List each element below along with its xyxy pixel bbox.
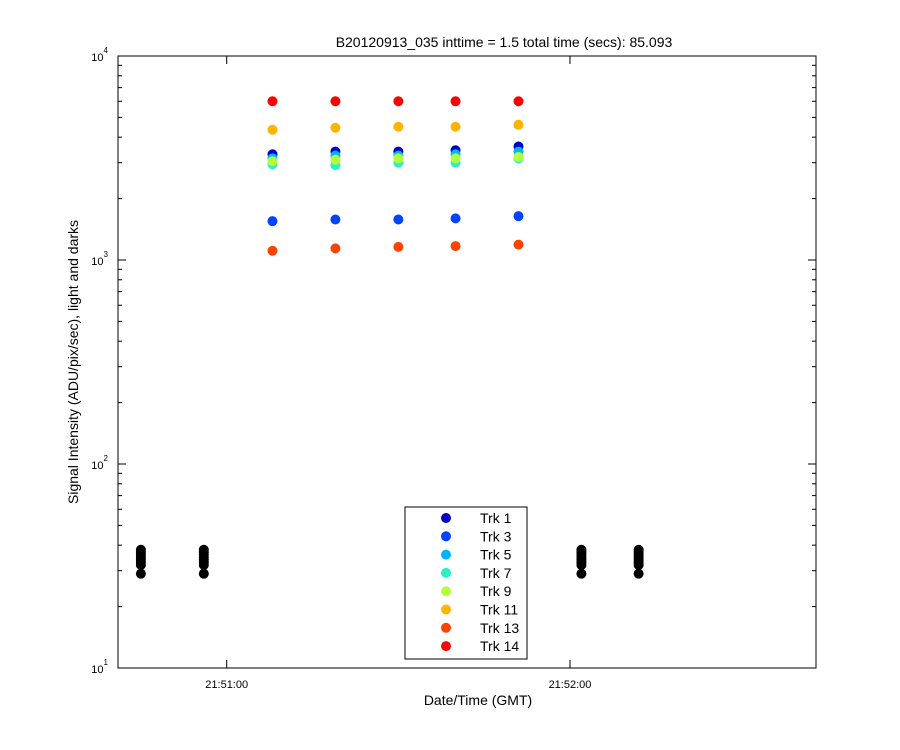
y-tick-label: 104	[91, 46, 108, 64]
legend-label: Trk 14	[480, 638, 519, 654]
x-axis-label: Date/Time (GMT)	[424, 692, 532, 708]
point-trk-11	[393, 121, 404, 132]
point-trk-14	[267, 96, 278, 107]
legend-marker	[441, 513, 451, 523]
dark-point	[135, 568, 146, 579]
dark-point	[576, 544, 587, 555]
point-trk-13	[330, 243, 341, 254]
dark-point	[576, 568, 587, 579]
y-tick-exponent: 3	[104, 250, 109, 259]
light-points-layer	[267, 96, 524, 256]
legend-marker	[441, 641, 451, 652]
legend-marker	[441, 622, 451, 633]
legend-label: Trk 5	[480, 547, 512, 563]
point-trk-11	[267, 124, 278, 135]
legend-marker	[441, 567, 451, 578]
point-trk-13	[513, 239, 524, 250]
dark-point	[198, 568, 209, 579]
y-tick-label: 103	[91, 250, 108, 268]
point-trk-3	[450, 213, 461, 224]
point-trk-11	[330, 122, 341, 133]
legend-marker	[441, 586, 451, 597]
legend-label: Trk 13	[480, 620, 519, 636]
y-tick-label: 102	[91, 454, 108, 472]
point-trk-9	[267, 156, 278, 167]
point-trk-3	[513, 211, 524, 222]
point-trk-3	[393, 214, 404, 225]
legend-label: Trk 9	[480, 583, 512, 599]
point-trk-13	[450, 241, 461, 252]
y-tick-exponent: 2	[104, 454, 109, 463]
legend-marker	[441, 549, 451, 560]
point-trk-3	[267, 216, 278, 227]
x-tick-label: 21:52:00	[549, 679, 592, 691]
point-trk-9	[393, 153, 404, 164]
chart-title: B20120913_035 inttime = 1.5 total time (…	[336, 34, 673, 50]
y-tick-base: 10	[91, 664, 103, 676]
point-trk-14	[513, 96, 524, 107]
y-tick-base: 10	[91, 52, 103, 64]
dark-point	[198, 544, 209, 555]
point-trk-9	[330, 154, 341, 165]
point-trk-11	[450, 121, 461, 132]
point-trk-11	[513, 119, 524, 130]
dark-point	[633, 568, 644, 579]
legend-marker	[441, 531, 451, 542]
y-tick-exponent: 4	[104, 46, 109, 55]
point-trk-13	[267, 245, 278, 256]
dark-point	[633, 544, 644, 555]
legend-marker	[441, 604, 451, 615]
legend: Trk 1 Trk 3 Trk 5 Trk 7 Trk 9 Trk 11 Trk 13 Trk…	[404, 506, 528, 660]
point-trk-13	[393, 241, 404, 252]
y-tick-exponent: 1	[104, 658, 109, 667]
x-tick-label: 21:51:00	[205, 679, 248, 691]
y-tick-base: 10	[91, 460, 103, 472]
legend-label: Trk 3	[480, 528, 512, 544]
y-tick-base: 10	[91, 256, 103, 268]
dark-point	[135, 544, 146, 555]
y-axis-label: Signal Intensity (ADU/pix/sec), light an…	[65, 220, 81, 504]
point-trk-9	[450, 153, 461, 164]
point-trk-14	[330, 96, 341, 107]
point-trk-14	[393, 96, 404, 107]
legend-label: Trk 11	[480, 602, 518, 618]
y-tick-label: 101	[91, 658, 108, 676]
point-trk-9	[513, 151, 524, 162]
legend-label: Trk 1	[480, 510, 512, 526]
point-trk-3	[330, 214, 341, 225]
legend-box	[404, 506, 528, 660]
point-trk-14	[450, 96, 461, 107]
dark-points-layer	[135, 544, 644, 579]
legend-label: Trk 7	[480, 565, 512, 581]
